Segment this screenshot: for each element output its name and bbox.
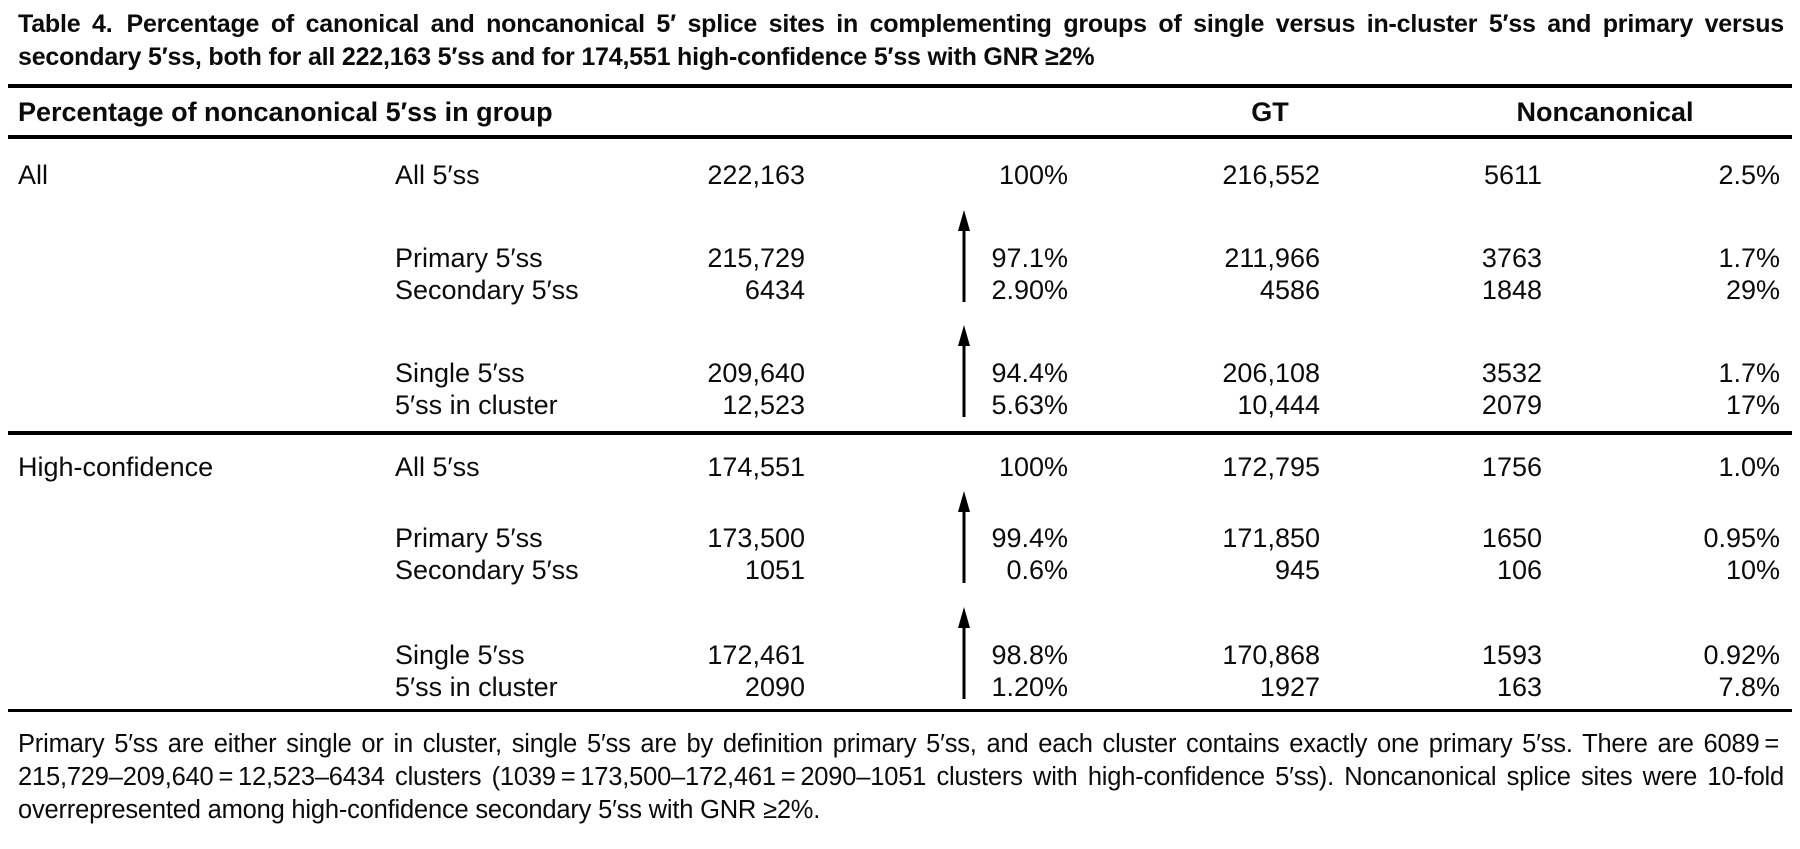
cell-noncanonical: 1848 <box>1481 275 1542 305</box>
cell-noncanonical: 106 <box>1496 555 1542 585</box>
cell-noncanonical-percent: 29% <box>1725 275 1780 305</box>
cell-noncanonical-percent: 17% <box>1725 390 1780 420</box>
cell-noncanonical: 1650 <box>1481 523 1542 553</box>
table-row: 5′ss in cluster 2090 1.20% 1927 163 7.8% <box>0 672 1800 704</box>
cell-percent: 1.20% <box>991 672 1068 702</box>
table-row: 5′ss in cluster 12,523 5.63% 10,444 2079… <box>0 390 1800 422</box>
cell-count: 6434 <box>744 275 805 305</box>
rule-section-divider <box>8 431 1792 435</box>
table-number: Table 4. <box>18 10 113 38</box>
table-caption: Table 4. Percentage of canonical and nonc… <box>18 8 1784 74</box>
cell-gt: 216,552 <box>1222 160 1320 190</box>
cell-gt: 172,795 <box>1222 452 1320 482</box>
rule-bottom <box>8 709 1792 712</box>
cell-noncanonical-percent: 1.0% <box>1718 452 1780 482</box>
cell-percent: 94.4% <box>991 358 1068 388</box>
cell-count: 12,523 <box>722 390 805 420</box>
cell-count: 172,461 <box>707 640 805 670</box>
cell-subset: Secondary 5′ss <box>395 275 579 305</box>
cell-noncanonical-percent: 0.92% <box>1703 640 1780 670</box>
cell-subset: All 5′ss <box>395 452 480 482</box>
column-header-gt: GT <box>1251 97 1289 127</box>
cell-subset: All 5′ss <box>395 160 480 190</box>
cell-percent: 2.90% <box>991 275 1068 305</box>
cell-gt: 170,868 <box>1222 640 1320 670</box>
table-title: Percentage of canonical and noncanonical… <box>18 10 1785 71</box>
table-row: Single 5′ss 209,640 94.4% 206,108 3532 1… <box>0 358 1800 390</box>
cell-percent: 99.4% <box>991 523 1068 553</box>
cell-percent: 100% <box>998 160 1068 190</box>
cell-noncanonical: 3532 <box>1481 358 1542 388</box>
cell-count: 2090 <box>744 672 805 702</box>
cell-noncanonical: 2079 <box>1481 390 1542 420</box>
cell-gt: 4586 <box>1259 275 1320 305</box>
up-arrow-icon <box>958 607 970 699</box>
cell-gt: 10,444 <box>1237 390 1320 420</box>
table-row: Primary 5′ss 215,729 97.1% 211,966 3763 … <box>0 243 1800 275</box>
cell-noncanonical-percent: 0.95% <box>1703 523 1780 553</box>
cell-subset: Primary 5′ss <box>395 523 543 553</box>
cell-count: 222,163 <box>707 160 805 190</box>
cell-noncanonical-percent: 7.8% <box>1718 672 1780 702</box>
cell-subset: Single 5′ss <box>395 358 525 388</box>
column-header-noncanonical: Noncanonical <box>1516 97 1694 127</box>
cell-percent: 100% <box>998 452 1068 482</box>
cell-gt: 171,850 <box>1222 523 1320 553</box>
column-header-row: Percentage of noncanonical 5′ss in group… <box>0 97 1800 129</box>
cell-group: High-confidence <box>18 452 214 482</box>
cell-percent: 5.63% <box>991 390 1068 420</box>
cell-group: All <box>18 160 49 190</box>
cell-noncanonical: 5611 <box>1483 160 1542 190</box>
cell-percent: 0.6% <box>1006 555 1068 585</box>
cell-noncanonical-percent: 1.7% <box>1718 358 1780 388</box>
table-row: Primary 5′ss 173,500 99.4% 171,850 1650 … <box>0 523 1800 555</box>
cell-count: 174,551 <box>707 452 805 482</box>
cell-noncanonical-percent: 10% <box>1725 555 1780 585</box>
cell-count: 209,640 <box>707 358 805 388</box>
cell-noncanonical: 163 <box>1496 672 1542 702</box>
table-row: High-confidence All 5′ss 174,551 100% 17… <box>0 452 1800 484</box>
table-row: All All 5′ss 222,163 100% 216,552 5611 2… <box>0 160 1800 192</box>
cell-count: 215,729 <box>707 243 805 273</box>
cell-gt: 206,108 <box>1222 358 1320 388</box>
cell-subset: Secondary 5′ss <box>395 555 579 585</box>
cell-gt: 1927 <box>1259 672 1320 702</box>
table-footnote: Primary 5′ss are either single or in clu… <box>18 730 1784 824</box>
table-row: Single 5′ss 172,461 98.8% 170,868 1593 0… <box>0 640 1800 672</box>
column-header-group-pct: Percentage of noncanonical 5′ss in group <box>18 97 553 127</box>
up-arrow-icon <box>958 325 970 417</box>
up-arrow-icon <box>958 210 970 302</box>
cell-noncanonical-percent: 2.5% <box>1718 160 1780 190</box>
cell-count: 1051 <box>744 555 805 585</box>
cell-subset: 5′ss in cluster <box>395 390 558 420</box>
cell-gt: 211,966 <box>1224 243 1320 273</box>
cell-count: 173,500 <box>707 523 805 553</box>
rule-top <box>8 84 1792 88</box>
cell-noncanonical: 3763 <box>1481 243 1542 273</box>
cell-noncanonical: 1756 <box>1481 452 1542 482</box>
table-row: Secondary 5′ss 6434 2.90% 4586 1848 29% <box>0 275 1800 307</box>
table-row: Secondary 5′ss 1051 0.6% 945 106 10% <box>0 555 1800 587</box>
cell-noncanonical: 1593 <box>1481 640 1542 670</box>
cell-percent: 97.1% <box>991 243 1068 273</box>
cell-subset: 5′ss in cluster <box>395 672 558 702</box>
cell-gt: 945 <box>1274 555 1320 585</box>
cell-percent: 98.8% <box>991 640 1068 670</box>
cell-noncanonical-percent: 1.7% <box>1718 243 1780 273</box>
rule-below-header <box>8 135 1792 139</box>
cell-subset: Single 5′ss <box>395 640 525 670</box>
up-arrow-icon <box>958 491 970 583</box>
cell-subset: Primary 5′ss <box>395 243 543 273</box>
